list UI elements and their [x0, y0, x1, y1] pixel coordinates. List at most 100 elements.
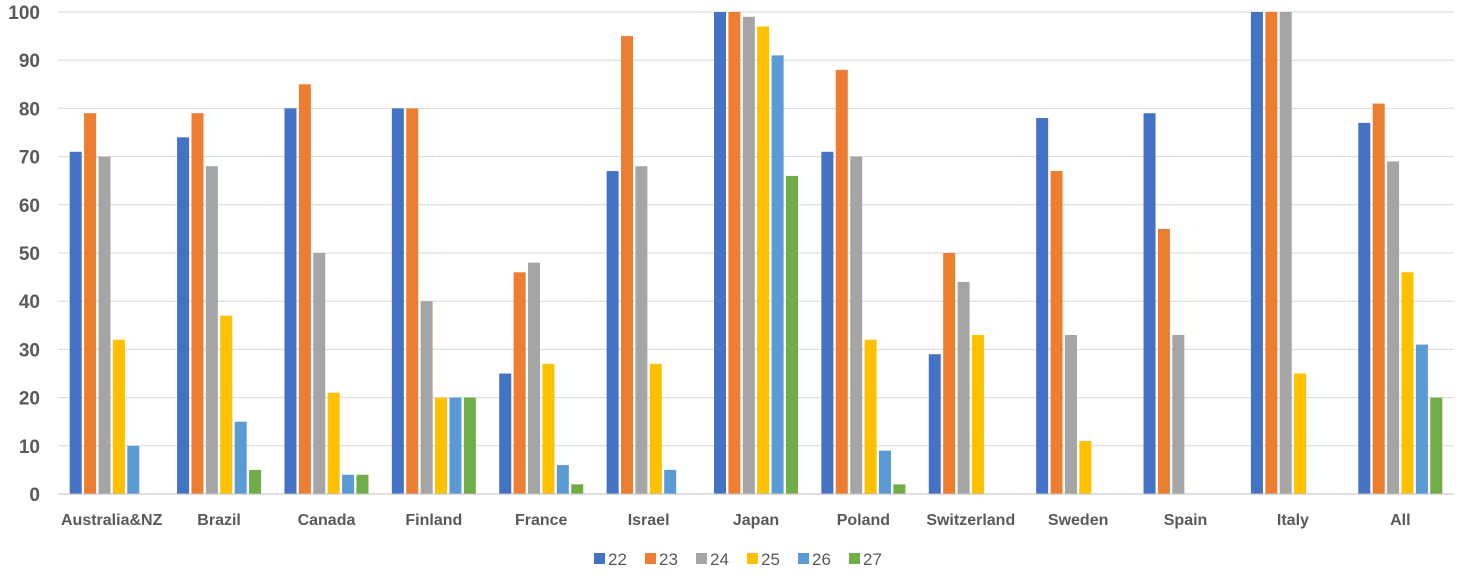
bar-25-2: [327, 392, 340, 494]
bar-22-9: [1036, 118, 1049, 494]
bar-23-3: [406, 108, 419, 495]
bar-27-4: [571, 484, 584, 494]
bar-26-4: [556, 465, 569, 494]
bar-23-10: [1157, 228, 1170, 494]
bar-25-7: [864, 339, 877, 494]
bar-26-12: [1415, 344, 1428, 494]
bar-25-6: [757, 26, 770, 495]
bar-27-3: [463, 397, 476, 494]
bar-26-7: [878, 450, 891, 494]
bar-26-5: [664, 469, 677, 494]
bar-23-12: [1372, 103, 1385, 494]
legend: 22 23 24 25 26 27: [594, 550, 882, 569]
gridlines: [58, 11, 1454, 447]
bar-24-8: [957, 281, 970, 494]
y-tick-label: 80: [19, 99, 40, 120]
bar-24-12: [1387, 161, 1400, 495]
bar-24-2: [313, 253, 326, 494]
bar-24-6: [742, 16, 755, 494]
bar-24-0: [98, 156, 111, 494]
bar-24-4: [528, 262, 541, 494]
bar-27-1: [249, 469, 262, 494]
legend-swatch: [747, 553, 758, 564]
x-category-label: France: [515, 512, 568, 529]
y-tick-label: 100: [8, 3, 40, 24]
bar-25-8: [971, 334, 984, 494]
bar-23-7: [835, 69, 848, 494]
x-category-label: Finland: [405, 512, 462, 529]
bar-25-0: [112, 339, 125, 494]
y-tick-label: 20: [19, 389, 40, 410]
legend-swatch: [696, 553, 707, 564]
bar-25-3: [435, 397, 448, 494]
bar-22-8: [928, 354, 941, 494]
bar-22-11: [1250, 12, 1263, 494]
bar-24-9: [1064, 334, 1077, 494]
bar-26-0: [127, 445, 140, 494]
y-tick-label: 40: [19, 292, 40, 313]
bar-24-3: [420, 301, 433, 494]
bar-24-5: [635, 166, 648, 495]
bar-24-11: [1279, 12, 1292, 494]
x-category-label: Canada: [298, 512, 356, 529]
bar-22-0: [69, 151, 82, 494]
bar-25-9: [1079, 440, 1092, 494]
y-tick-label: 90: [19, 51, 40, 72]
bar-24-7: [850, 156, 863, 494]
bar-24-10: [1172, 334, 1185, 494]
x-category-label: Israel: [628, 512, 670, 529]
legend-label: 25: [761, 550, 780, 569]
bar-22-10: [1143, 113, 1156, 494]
y-tick-label: 70: [19, 148, 40, 169]
bar-23-1: [191, 113, 204, 494]
bar-23-6: [728, 12, 741, 494]
bar-22-5: [606, 171, 619, 494]
x-category-label: Poland: [837, 512, 890, 529]
y-tick-label: 50: [19, 244, 40, 265]
bar-23-8: [943, 253, 956, 494]
legend-swatch: [594, 553, 605, 564]
bar-22-1: [177, 137, 190, 494]
legend-label: 23: [659, 550, 678, 569]
bar-26-6: [771, 55, 784, 494]
legend-label: 26: [812, 550, 831, 569]
legend-label: 24: [710, 550, 729, 569]
x-category-label: Spain: [1164, 512, 1208, 529]
x-category-label: Australia&NZ: [61, 512, 163, 529]
legend-label: 27: [863, 550, 882, 569]
x-category-label: Sweden: [1048, 512, 1108, 529]
x-axis-categories: Australia&NZ Brazil Canada Finland France Isr…: [61, 512, 1411, 529]
bar-23-11: [1265, 12, 1278, 494]
bar-25-5: [649, 363, 662, 494]
x-category-label: Japan: [733, 512, 779, 529]
y-axis-ticks: 0 10 20 30 40 50 60 70 80 90 100: [8, 3, 40, 506]
bar-23-9: [1050, 171, 1063, 494]
bar-22-7: [821, 151, 834, 494]
bar-26-2: [342, 474, 355, 494]
bar-23-5: [621, 36, 634, 494]
bar-22-6: [714, 12, 726, 494]
y-tick-label: 10: [19, 437, 40, 458]
bar-26-3: [449, 397, 462, 494]
bar-23-0: [84, 113, 97, 494]
legend-swatch: [798, 553, 809, 564]
legend-label: 22: [608, 550, 627, 569]
legend-swatch: [849, 553, 860, 564]
bar-23-2: [298, 84, 311, 495]
bar-22-12: [1358, 122, 1371, 495]
bar-27-6: [786, 175, 798, 494]
bar-25-1: [220, 315, 233, 494]
bar-27-12: [1430, 397, 1443, 494]
x-category-label: Brazil: [197, 512, 241, 529]
bar-24-1: [205, 166, 218, 495]
bar-26-1: [234, 421, 247, 494]
bar-23-4: [513, 272, 526, 494]
x-category-label: All: [1390, 512, 1410, 529]
bars: [69, 12, 1443, 495]
bar-27-7: [893, 484, 906, 494]
bar-27-2: [356, 474, 369, 494]
legend-swatch: [645, 553, 656, 564]
bar-22-2: [284, 108, 297, 495]
x-category-label: Switzerland: [926, 512, 1015, 529]
